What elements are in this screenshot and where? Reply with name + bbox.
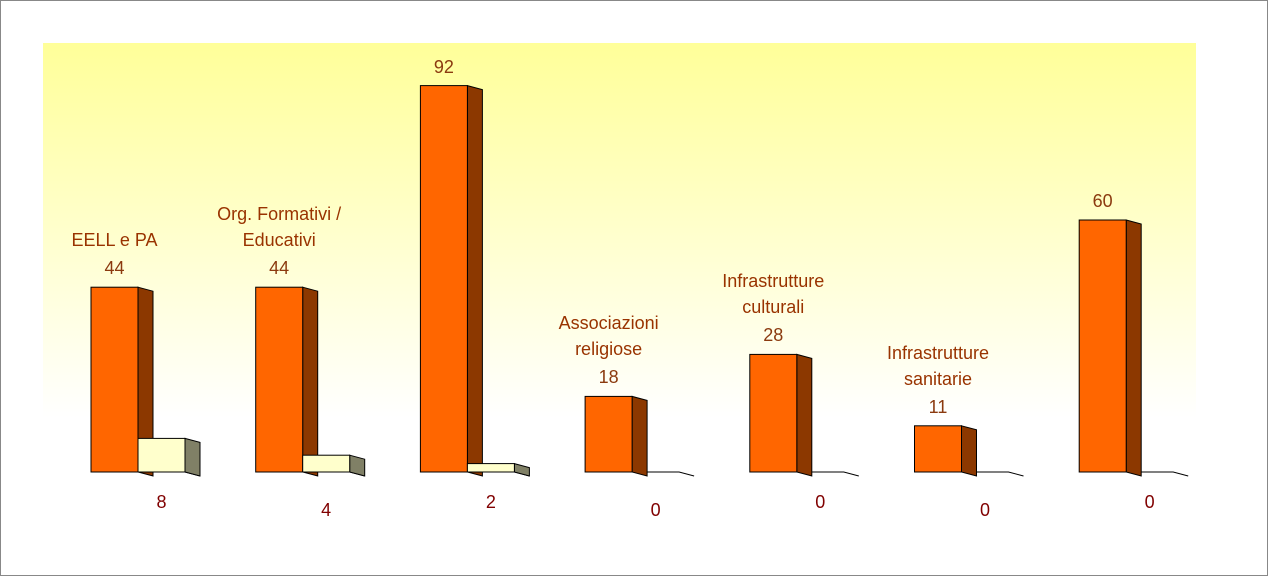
- bar: [749, 353, 798, 473]
- bar: [466, 463, 515, 473]
- value-label: 2: [485, 492, 496, 512]
- bar-side: [184, 437, 201, 477]
- bar-side: [466, 84, 483, 477]
- bar: [1078, 219, 1127, 473]
- bar-side: [1125, 219, 1142, 477]
- value-label: 0: [979, 500, 990, 520]
- value-label: 60: [1092, 191, 1113, 211]
- value-label: 8: [156, 492, 167, 512]
- value-label: 44: [104, 258, 125, 279]
- category-label: Infrastrutture culturali: [722, 271, 825, 318]
- category-label: Associazioni religiose: [558, 313, 659, 360]
- bar: [302, 454, 351, 473]
- bar: [419, 85, 468, 473]
- bar-side: [631, 395, 648, 477]
- value-label: 0: [1144, 492, 1155, 512]
- bar: [90, 286, 139, 473]
- value-label: 92: [433, 56, 454, 77]
- bar: [914, 425, 962, 473]
- value-label: 0: [815, 492, 826, 512]
- value-label: 11: [928, 396, 948, 417]
- category-label: EELL e PA: [71, 230, 158, 251]
- value-label: 28: [763, 325, 784, 346]
- value-label: 18: [598, 367, 619, 388]
- category-label: Infrastrutture sanitarie: [886, 342, 990, 389]
- bar-side: [513, 462, 530, 477]
- value-label: 4: [321, 500, 332, 520]
- bar: [584, 395, 633, 473]
- bar-side: [302, 286, 319, 477]
- value-label: 44: [269, 258, 290, 279]
- value-label: 0: [650, 500, 661, 520]
- bar-side: [349, 454, 366, 477]
- bar-side: [961, 425, 977, 477]
- category-label: Org. Formativi / Educativi: [217, 204, 342, 251]
- bar-side: [796, 353, 813, 477]
- bar: [137, 437, 186, 473]
- bar: [255, 286, 304, 473]
